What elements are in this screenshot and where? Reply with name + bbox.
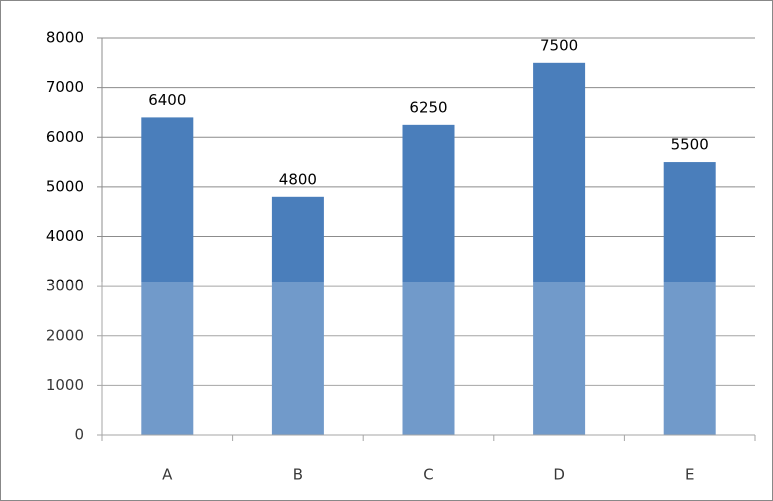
bar [402, 124, 455, 435]
y-tick-label: 6000 [46, 128, 84, 146]
data-label: 6400 [148, 91, 186, 109]
y-tick-label: 1000 [46, 376, 84, 394]
y-tick-label: 5000 [46, 177, 84, 195]
data-label: 5500 [671, 136, 709, 154]
y-tick-label: 7000 [46, 78, 84, 96]
bar [663, 162, 716, 435]
y-tick-label: 0 [74, 426, 84, 444]
x-tick-label: E [685, 466, 694, 484]
bar [271, 196, 324, 435]
x-tick-label: A [162, 466, 173, 484]
data-label: 6250 [409, 98, 447, 116]
y-tick-label: 8000 [46, 29, 84, 47]
watermark [1, 282, 772, 500]
x-tick-label: C [423, 466, 433, 484]
y-tick-label: 2000 [46, 326, 84, 344]
x-tick-label: D [553, 466, 565, 484]
data-label: 7500 [540, 36, 578, 54]
data-label: 4800 [279, 170, 317, 188]
y-tick-label: 4000 [46, 227, 84, 245]
y-tick-label: 3000 [46, 277, 84, 295]
bar [141, 117, 194, 436]
x-tick-label: B [293, 466, 303, 484]
bar [533, 62, 586, 435]
